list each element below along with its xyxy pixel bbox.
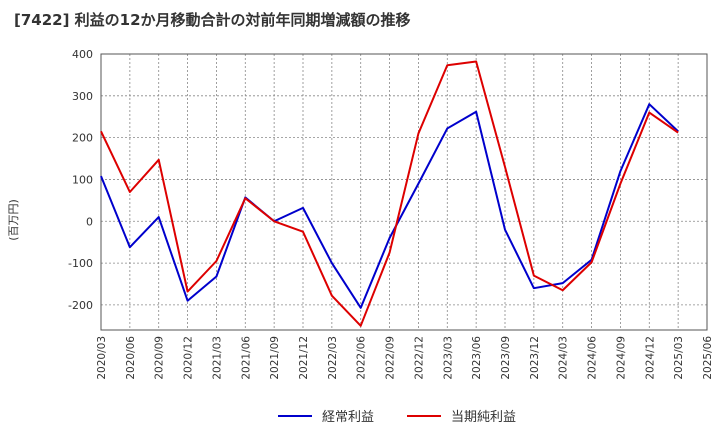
y-tick-label: 300: [72, 90, 93, 103]
x-tick-label: 2024/09: [615, 336, 627, 380]
x-tick-label: 2021/12: [298, 336, 310, 380]
x-tick-label: 2020/12: [183, 336, 195, 380]
x-tick-label: 2021/06: [240, 336, 252, 380]
grid-lines: [100, 53, 708, 330]
x-tick-label: 2021/09: [269, 336, 281, 380]
x-tick-labels: 2020/03 2020/06 2020/09 2020/12 2021/03 2021/…: [96, 336, 714, 380]
legend: 経常利益 当期純利益: [278, 410, 516, 425]
x-tick-label: 2020/06: [125, 336, 137, 380]
x-tick-label: 2024/06: [587, 336, 599, 380]
x-tick-label: 2024/03: [558, 336, 570, 380]
x-tick-label: 2020/09: [154, 336, 166, 380]
series-line-ordinary-profit: [100, 103, 679, 309]
x-tick-label: 2022/09: [385, 336, 397, 380]
y-tick-label: 0: [86, 215, 93, 228]
x-tick-label: 2022/06: [356, 336, 368, 380]
x-tick-label: 2023/06: [471, 336, 483, 380]
x-tick-label: 2021/03: [211, 336, 223, 380]
x-tick-label: 2024/12: [644, 336, 656, 380]
y-tick-labels: -200 -100 0 100 200 300 400: [68, 48, 93, 312]
series-lines: [100, 60, 679, 327]
x-tick-label: 2023/09: [500, 336, 512, 380]
y-tick-label: 400: [72, 48, 93, 61]
y-tick-label: -100: [68, 257, 93, 270]
x-tick-label: 2025/06: [702, 336, 714, 380]
chart-title: [7422] 利益の12か月移動合計の対前年同期増減額の推移: [14, 11, 411, 29]
legend-label: 当期純利益: [451, 410, 516, 425]
x-tick-label: 2023/03: [442, 336, 454, 380]
y-tick-label: -200: [68, 299, 93, 312]
x-tick-label: 2022/12: [413, 336, 425, 380]
plot-frame: [100, 53, 708, 331]
y-tick-label: 100: [72, 173, 93, 186]
x-tick-label: 2023/12: [529, 336, 541, 380]
x-tick-label: 2022/03: [327, 336, 339, 380]
x-tick-label: 2020/03: [96, 336, 108, 380]
x-tick-label: 2025/03: [673, 336, 685, 380]
y-tick-label: 200: [72, 132, 93, 145]
series-line-net-income: [100, 60, 679, 327]
legend-label: 経常利益: [322, 410, 374, 425]
